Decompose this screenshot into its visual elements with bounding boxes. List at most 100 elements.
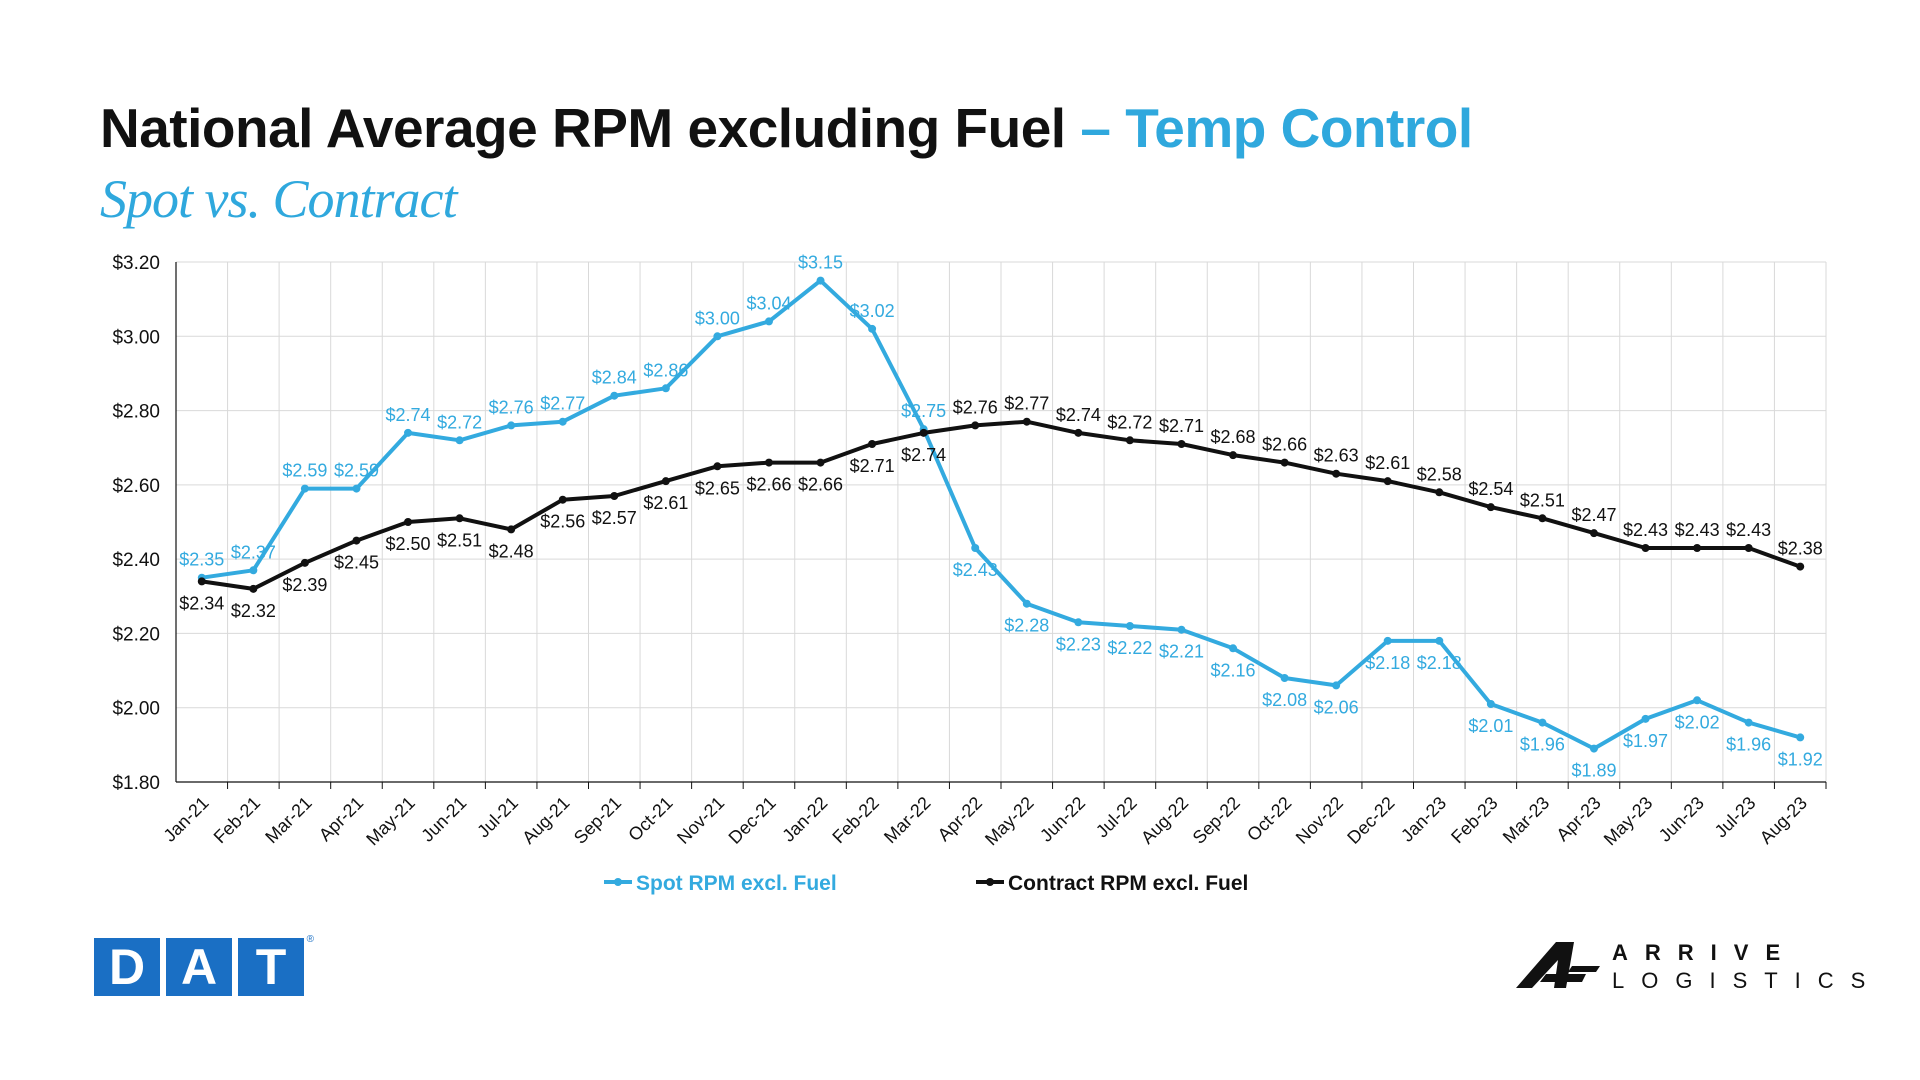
spot-data-point [1693, 696, 1702, 705]
dat-logo-letter: A [166, 938, 232, 996]
x-tick-label: May-23 [1600, 793, 1657, 850]
contract-data-point [868, 440, 877, 448]
spot-data-label: $2.22 [1107, 638, 1152, 658]
contract-data-point [1074, 428, 1083, 437]
y-tick-label: $3.00 [112, 327, 160, 348]
spot-data-label: $2.84 [592, 368, 637, 388]
contract-data-label: $2.43 [1623, 520, 1668, 540]
spot-data-label: $3.04 [746, 293, 791, 313]
spot-data-point [455, 436, 464, 445]
contract-data-point [507, 525, 516, 534]
contract-data-label: $2.58 [1417, 464, 1462, 484]
contract-data-point [1177, 440, 1186, 448]
contract-data-label: $2.68 [1211, 427, 1256, 447]
contract-data-point [455, 514, 464, 523]
spot-data-point [1074, 618, 1083, 627]
spot-data-label: $2.86 [643, 360, 688, 380]
y-tick-label: $2.80 [112, 402, 160, 423]
spot-data-label: $2.23 [1056, 634, 1101, 654]
x-tick-label: Oct-22 [1243, 793, 1295, 845]
contract-data-label: $2.32 [231, 601, 276, 621]
contract-data-label: $2.63 [1314, 446, 1359, 466]
contract-series-line [201, 419, 1801, 591]
spot-data-label: $2.06 [1314, 697, 1359, 717]
contract-data-point [1744, 544, 1753, 552]
contract-data-label: $2.74 [901, 445, 946, 465]
spot-data-label: $2.76 [489, 397, 534, 417]
spot-data-point [764, 317, 773, 326]
x-tick-label: Jan-23 [1397, 793, 1450, 846]
chart-title: National Average RPM excluding Fuel – Te… [100, 96, 1473, 160]
contract-data-point [1538, 514, 1547, 523]
y-tick-label: $1.80 [112, 773, 160, 794]
spot-data-label: $1.92 [1778, 749, 1823, 769]
spot-data-label: $2.43 [953, 560, 998, 580]
contract-data-label: $2.74 [1056, 405, 1101, 425]
spot-series-line [201, 278, 1801, 751]
spot-data-label: $2.02 [1675, 712, 1720, 732]
legend-label: Contract RPM excl. Fuel [1008, 872, 1248, 895]
dat-logo-letter: T [238, 938, 304, 996]
x-tick-label: May-22 [981, 793, 1038, 850]
dat-registered-mark: ® [306, 934, 314, 945]
spot-data-point [1125, 622, 1134, 630]
spot-data-point [1332, 681, 1341, 690]
contract-data-label: $2.66 [798, 475, 843, 495]
contract-data-point [764, 458, 773, 467]
x-tick-label: Dec-21 [725, 793, 780, 848]
contract-data-point [1022, 417, 1031, 426]
spot-data-point [816, 276, 825, 285]
spot-data-label: $2.16 [1211, 660, 1256, 680]
spot-data-label: $2.59 [282, 461, 327, 481]
spot-data-point [1022, 599, 1031, 608]
arrive-logo-word-bottom: LOGISTICS [1612, 968, 1883, 993]
spot-data-label: $2.35 [179, 550, 224, 570]
y-tick-label: $2.20 [112, 624, 160, 645]
contract-data-point [249, 584, 258, 593]
contract-data-label: $2.76 [953, 397, 998, 417]
spot-data-label: $2.01 [1468, 716, 1513, 736]
spot-data-label: $1.97 [1623, 731, 1668, 751]
contract-data-label: $2.50 [386, 534, 431, 554]
contract-data-label: $2.43 [1675, 520, 1720, 540]
x-tick-label: Jun-22 [1036, 793, 1089, 846]
x-tick-label: Jul-21 [473, 793, 522, 842]
legend-marker [986, 878, 994, 886]
contract-data-point [1486, 503, 1495, 512]
spot-data-point [1796, 733, 1805, 742]
spot-data-label: $1.96 [1520, 735, 1565, 755]
spot-data-point [1538, 718, 1547, 727]
y-tick-label: $2.40 [112, 550, 160, 571]
spot-data-point [558, 417, 567, 426]
contract-data-point [1641, 544, 1650, 552]
x-tick-label: Oct-21 [624, 793, 676, 845]
spot-data-point [1641, 714, 1650, 723]
contract-data-label: $2.47 [1571, 505, 1616, 525]
contract-data-point [971, 421, 980, 430]
spot-data-label: $2.18 [1417, 653, 1462, 673]
x-tick-label: Jul-23 [1711, 793, 1760, 842]
spot-data-point [507, 421, 516, 430]
chart-title-accent: – Temp Control [1080, 97, 1473, 159]
contract-data-point [1435, 488, 1444, 497]
contract-data-point [1383, 477, 1392, 486]
spot-data-point [1486, 700, 1495, 708]
x-tick-label: Jun-23 [1655, 793, 1708, 846]
y-tick-label: $2.00 [112, 699, 160, 720]
contract-data-point [1229, 451, 1238, 460]
contract-data-point [1332, 469, 1341, 478]
spot-data-label: $2.08 [1262, 690, 1307, 710]
x-tick-label: Jun-21 [417, 793, 470, 846]
contract-data-point [610, 492, 619, 500]
chart-subtitle: Spot vs. Contract [100, 169, 457, 229]
spot-data-point [352, 484, 361, 493]
spot-data-label: $2.28 [1004, 616, 1049, 636]
contract-data-point [1589, 529, 1598, 538]
contract-data-label: $2.66 [746, 475, 791, 495]
spot-data-point [868, 324, 877, 333]
contract-data-label: $2.43 [1726, 520, 1771, 540]
spot-data-label: $2.21 [1159, 642, 1204, 662]
x-tick-label: May-21 [362, 793, 419, 850]
contract-data-point [661, 477, 670, 486]
